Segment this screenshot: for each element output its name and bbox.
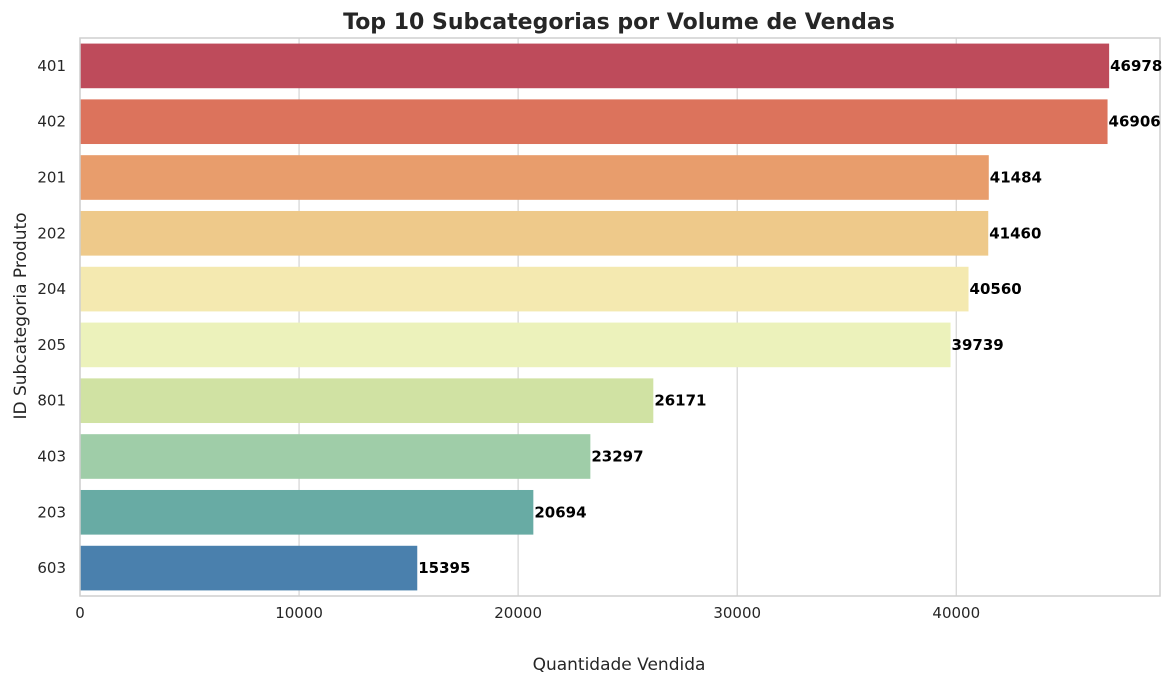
y-tick-label: 203 <box>37 503 66 521</box>
x-tick-label: 30000 <box>713 604 761 622</box>
bar-205 <box>80 322 951 368</box>
x-tick-labels: 0 10000 20000 30000 40000 <box>75 604 980 622</box>
data-label-402: 46906 <box>1109 113 1161 131</box>
bar-401 <box>80 43 1110 89</box>
x-tick-label: 0 <box>75 604 85 622</box>
data-label-205: 39739 <box>952 336 1004 354</box>
chart-title: Top 10 Subcategorias por Volume de Venda… <box>343 10 895 35</box>
y-tick-label: 801 <box>37 392 66 410</box>
data-labels: 46978 46906 41484 41460 40560 39739 26171 23297… <box>418 57 1162 577</box>
data-label-202: 41460 <box>989 224 1041 242</box>
data-label-203: 20694 <box>534 503 586 521</box>
data-label-603: 15395 <box>418 559 470 577</box>
data-label-801: 26171 <box>654 392 706 410</box>
bar-402 <box>80 99 1108 145</box>
plot-frame <box>79 37 1161 597</box>
x-tick-label: 20000 <box>494 604 542 622</box>
y-axis-label: ID Subcategoria Produto <box>11 212 31 419</box>
y-tick-label: 401 <box>37 57 66 75</box>
data-label-401: 46978 <box>1110 57 1162 75</box>
x-tick-label: 40000 <box>932 604 980 622</box>
y-tick-label: 402 <box>37 113 66 131</box>
y-tick-label: 205 <box>37 336 66 354</box>
x-axis-label: Quantidade Vendida <box>533 655 706 675</box>
y-tick-labels: 401 402 201 202 204 205 801 403 203 603 <box>37 57 66 577</box>
bar-202 <box>80 210 989 256</box>
data-label-403: 23297 <box>591 448 643 466</box>
bars-layer <box>80 43 1110 591</box>
data-label-204: 40560 <box>970 280 1022 298</box>
y-tick-label: 201 <box>37 169 66 187</box>
bar-203 <box>80 489 534 535</box>
bar-801 <box>80 378 654 424</box>
bar-603 <box>80 545 418 591</box>
y-tick-label: 204 <box>37 280 66 298</box>
bar-201 <box>80 155 989 200</box>
data-label-201: 41484 <box>990 169 1042 187</box>
x-tick-label: 10000 <box>275 604 323 622</box>
y-tick-label: 403 <box>37 448 66 466</box>
y-tick-label: 202 <box>37 224 66 242</box>
plot-border <box>79 37 1161 597</box>
bar-403 <box>80 434 591 479</box>
bar-204 <box>80 266 969 312</box>
y-tick-label: 603 <box>37 559 66 577</box>
